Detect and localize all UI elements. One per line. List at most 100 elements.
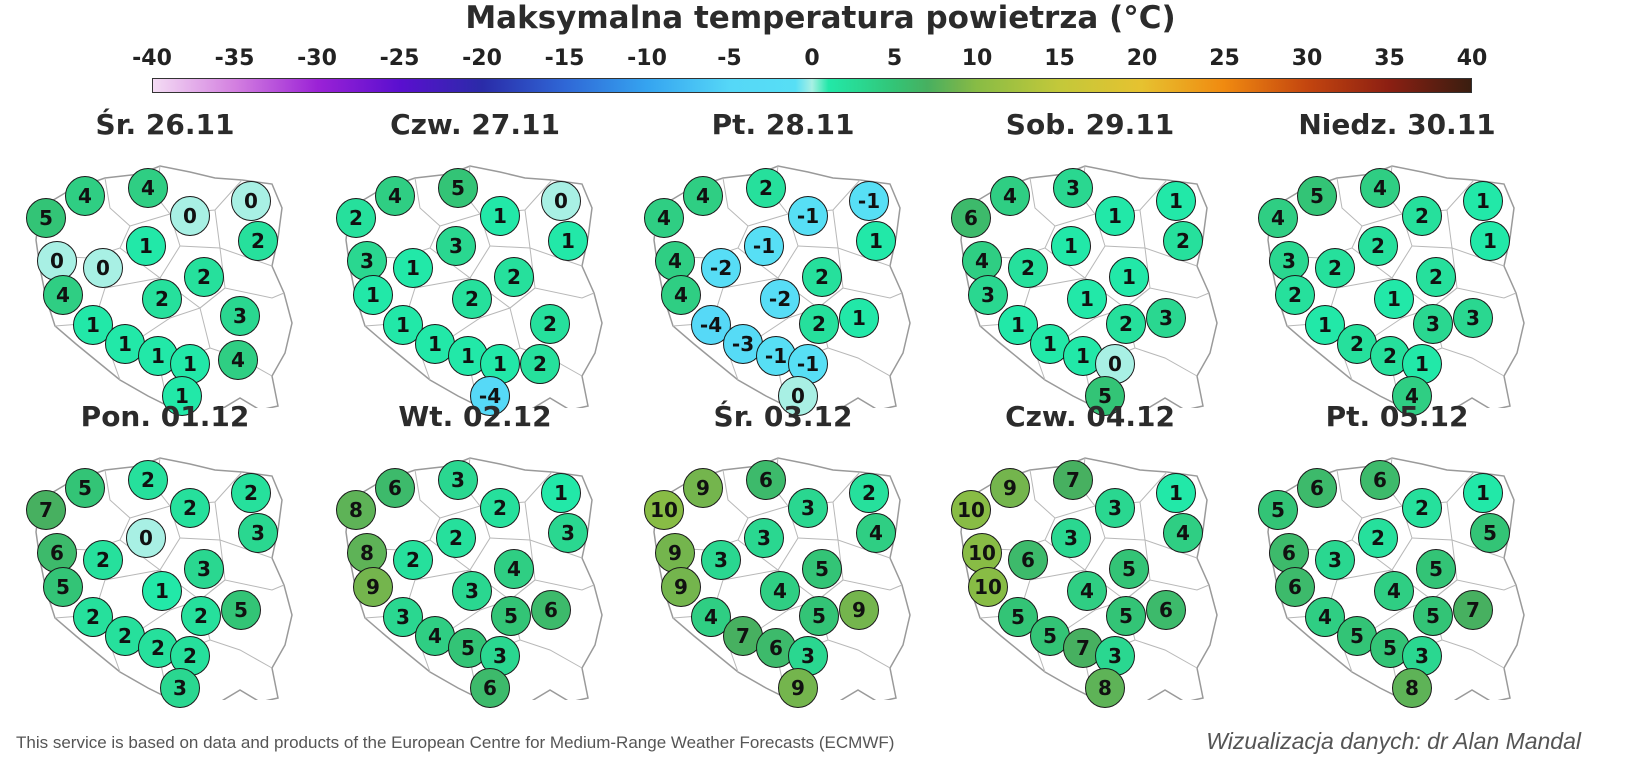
station-temp-marker: 4 <box>644 198 684 238</box>
station-temp-marker: 7 <box>26 490 66 530</box>
station-temp-marker: 2 <box>480 488 520 528</box>
station-temp-marker: 1 <box>856 221 896 261</box>
scale-tick-label: -25 <box>379 46 420 71</box>
station-temp-marker: 2 <box>128 460 168 500</box>
station-temp-marker: 1 <box>1374 279 1414 319</box>
station-temp-marker: 10 <box>951 490 991 530</box>
station-temp-marker: 3 <box>438 460 478 500</box>
station-temp-marker: 7 <box>1453 590 1493 630</box>
forecast-day-panel: Sob. 29.11 6 4 3 1 1 4 1 2 3 2 1 1 1 1 1 2 3 0 5 <box>925 108 1255 416</box>
station-temp-marker: 2 <box>231 473 271 513</box>
scale-tick-label: -40 <box>132 46 172 71</box>
station-temp-marker: 0 <box>126 518 166 558</box>
station-temp-marker: 1 <box>541 473 581 513</box>
station-temp-marker: 4 <box>683 176 723 216</box>
station-temp-marker: 4 <box>43 275 83 315</box>
station-temp-marker: 2 <box>1402 196 1442 236</box>
station-temp-marker: 2 <box>1358 226 1398 266</box>
station-temp-marker: 9 <box>990 468 1030 508</box>
station-temp-marker: 1 <box>162 376 202 416</box>
station-temp-marker: 5 <box>1258 490 1298 530</box>
station-temp-marker: 6 <box>1275 567 1315 607</box>
station-temp-marker: 9 <box>661 567 701 607</box>
station-temp-marker: 3 <box>1453 298 1493 338</box>
station-temp-marker: 1 <box>1109 257 1149 297</box>
station-temp-marker: -1 <box>788 196 828 236</box>
region-border <box>45 469 131 551</box>
station-temp-marker: 9 <box>655 533 695 573</box>
station-temp-marker: 2 <box>1008 248 1048 288</box>
scale-tick-label: 20 <box>1126 46 1158 71</box>
station-temp-marker: 5 <box>491 596 531 636</box>
station-temp-marker: 5 <box>43 567 83 607</box>
station-temp-marker: 2 <box>142 279 182 319</box>
day-title: Wt. 02.12 <box>398 400 552 433</box>
station-temp-marker: 3 <box>1146 298 1186 338</box>
station-temp-marker: 3 <box>548 513 588 553</box>
station-temp-marker: 10 <box>962 533 1002 573</box>
region-border <box>1124 579 1210 601</box>
station-temp-marker: 4 <box>1163 513 1203 553</box>
station-temp-marker: 2 <box>238 221 278 261</box>
scale-tick-label: 35 <box>1374 46 1405 71</box>
station-temp-marker: 10 <box>968 567 1008 607</box>
station-temp-marker: 2 <box>1163 221 1203 261</box>
station-temp-marker: 3 <box>383 597 423 637</box>
day-title: Śr. 26.11 <box>95 108 235 141</box>
station-temp-marker: 1 <box>1051 226 1091 266</box>
station-temp-marker: 5 <box>26 198 66 238</box>
station-temp-marker: 1 <box>393 248 433 288</box>
forecast-day-panel: Wt. 02.12 8 6 3 2 1 8 2 3 9 2 3 4 3 4 5 5 6 3 6 <box>310 400 640 708</box>
region-border <box>663 177 749 259</box>
station-temp-marker: 2 <box>849 473 889 513</box>
station-temp-marker: 5 <box>799 596 839 636</box>
station-temp-marker: 7 <box>1053 460 1093 500</box>
station-temp-marker: 5 <box>65 468 105 508</box>
station-temp-marker: 2 <box>436 518 476 558</box>
station-temp-marker: 4 <box>65 176 105 216</box>
station-temp-marker: 6 <box>1269 533 1309 573</box>
station-temp-marker: 1 <box>126 226 166 266</box>
station-temp-marker: 0 <box>778 376 818 416</box>
scale-tick-label: 10 <box>961 46 993 71</box>
station-temp-marker: 6 <box>1146 590 1186 630</box>
station-temp-marker: 3 <box>1269 241 1309 281</box>
station-temp-marker: 1 <box>998 305 1038 345</box>
station-temp-marker: 1 <box>142 571 182 611</box>
station-temp-marker: 8 <box>1085 668 1125 708</box>
scale-tick-label: -35 <box>214 46 255 71</box>
station-temp-marker: 2 <box>520 344 560 384</box>
station-temp-marker: 8 <box>1392 668 1432 708</box>
station-temp-marker: 1 <box>839 298 879 338</box>
station-temp-marker: 2 <box>1358 518 1398 558</box>
station-temp-marker: 5 <box>438 168 478 208</box>
station-temp-marker: 3 <box>968 275 1008 315</box>
station-temp-marker: 6 <box>1360 460 1400 500</box>
station-temp-marker: 5 <box>802 549 842 589</box>
station-temp-marker: 3 <box>220 296 260 336</box>
scale-tick-label: -30 <box>297 46 337 71</box>
station-temp-marker: 2 <box>1315 248 1355 288</box>
station-temp-marker: 0 <box>83 248 123 288</box>
station-temp-marker: 3 <box>160 668 200 708</box>
forecast-day-panel: Pt. 05.12 5 6 6 2 1 6 2 5 6 3 4 5 4 5 5 5 7 3 8 <box>1232 400 1562 708</box>
station-temp-marker: 2 <box>170 488 210 528</box>
chart-title: Maksymalna temperatura powietrza (°C) <box>465 0 1176 36</box>
station-temp-marker: 4 <box>990 176 1030 216</box>
forecast-day-panel: Niedz. 30.11 4 5 4 2 1 3 2 1 2 2 1 2 1 2 2 3 3 1 4 <box>1232 108 1562 416</box>
station-temp-marker: 2 <box>494 257 534 297</box>
station-temp-marker: 5 <box>221 590 261 630</box>
station-temp-marker: 9 <box>839 590 879 630</box>
station-temp-marker: 4 <box>1360 168 1400 208</box>
scale-tick-label: -5 <box>717 46 742 71</box>
station-temp-marker: 4 <box>375 176 415 216</box>
station-temp-marker: 4 <box>494 549 534 589</box>
station-temp-marker: 2 <box>393 540 433 580</box>
station-temp-marker: -2 <box>701 248 741 288</box>
station-temp-marker: 2 <box>530 304 570 344</box>
station-temp-marker: 3 <box>788 488 828 528</box>
station-temp-marker: 6 <box>531 590 571 630</box>
day-title: Śr. 03.12 <box>713 400 853 433</box>
station-temp-marker: 2 <box>1416 257 1456 297</box>
station-temp-marker: 8 <box>347 533 387 573</box>
